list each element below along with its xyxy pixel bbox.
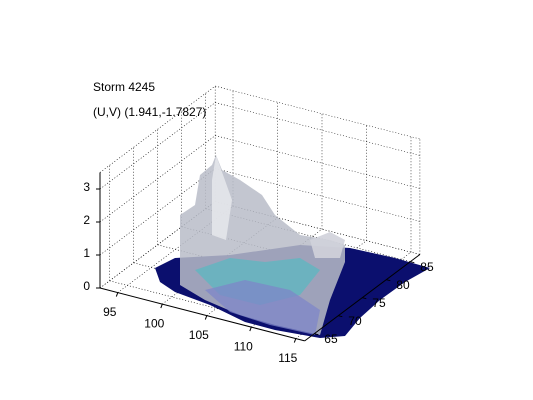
x-axis xyxy=(99,287,305,342)
grid-line xyxy=(215,102,420,156)
y-tick xyxy=(362,297,367,300)
grid-line xyxy=(215,201,420,255)
x-tick-label: 100 xyxy=(144,316,164,330)
y-tick-label: 70 xyxy=(348,314,362,328)
y-tick-label: 80 xyxy=(396,278,410,292)
y-tick xyxy=(410,261,415,264)
x-tick xyxy=(249,326,252,332)
z-tick-label: 1 xyxy=(83,246,90,260)
box-edge xyxy=(215,85,420,140)
y-tick xyxy=(386,279,391,282)
x-tick-label: 95 xyxy=(103,305,117,319)
blue-layer xyxy=(205,280,320,335)
x-tick xyxy=(204,315,208,320)
x-tick-label: 115 xyxy=(278,351,297,365)
x-tick xyxy=(160,303,163,309)
x-tick xyxy=(115,292,119,297)
grid-line xyxy=(215,135,420,189)
grid-line xyxy=(109,280,315,334)
grid-line xyxy=(205,208,411,262)
y-tick-label: 85 xyxy=(420,260,434,274)
peak xyxy=(212,155,232,240)
x-tick-label: 105 xyxy=(189,328,209,342)
box-edge xyxy=(99,85,216,173)
y-tick-label: 75 xyxy=(372,296,386,310)
z-tick-label: 3 xyxy=(83,180,90,194)
grid-line xyxy=(99,135,216,223)
grid-line xyxy=(99,168,216,256)
y-tick xyxy=(314,333,319,336)
y-tick xyxy=(338,315,343,318)
side-cell xyxy=(310,232,345,258)
chart-title: Storm 4245 xyxy=(93,80,155,94)
grid-line xyxy=(215,168,420,222)
x-tick xyxy=(293,338,297,343)
grid-line xyxy=(99,102,216,190)
y-tick-label: 65 xyxy=(324,332,338,346)
chart-subtitle: (U,V) (1.941,-1.7827) xyxy=(93,105,206,119)
axes: 95 100 105 110 115 65 70 75 80 85 0 1 2 3 xyxy=(83,172,434,365)
z-tick-label: 0 xyxy=(83,279,90,293)
x-tick-label: 110 xyxy=(234,339,253,353)
storm-isosurface xyxy=(155,155,430,338)
z-tick-label: 2 xyxy=(83,213,90,227)
